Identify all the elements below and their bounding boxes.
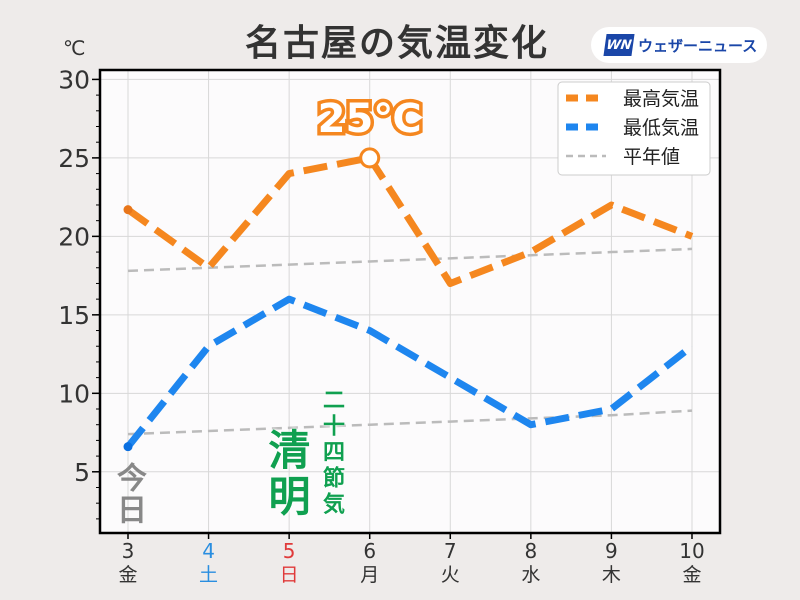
x-tick-label: 6	[363, 539, 376, 563]
sekki-name-label: 清明	[262, 428, 311, 520]
page-title: 名古屋の気温変化	[0, 14, 800, 66]
legend-box	[557, 81, 711, 176]
weekday-label: 月	[360, 564, 379, 586]
legend-max-label: 最高気温	[623, 88, 699, 110]
x-tick-label: 7	[444, 539, 457, 563]
today-point	[123, 205, 133, 215]
normal-temperature-line	[127, 247, 693, 273]
y-axis-unit: ℃	[63, 36, 86, 60]
y-tick-label: 20	[58, 222, 90, 251]
x-tick-label: 10	[679, 539, 704, 563]
weekday-label: 金	[682, 564, 701, 586]
legend-normal-label: 平年値	[623, 146, 680, 168]
x-tick-label: 9	[605, 539, 618, 563]
min-temperature-line	[125, 295, 695, 449]
y-tick-label: 10	[58, 379, 90, 408]
today-label: 今日	[111, 462, 146, 526]
weekday-label: 日	[280, 564, 299, 586]
x-tick-label: 4	[202, 539, 215, 563]
weekday-label: 火	[441, 564, 460, 586]
plot-frame	[98, 68, 722, 535]
today-point	[123, 442, 133, 452]
y-tick-label: 30	[58, 65, 90, 94]
weekday-label: 金	[118, 564, 137, 586]
weekday-label: 水	[521, 564, 540, 586]
normal-temperature-line	[127, 409, 693, 436]
x-tick-label: 8	[524, 539, 537, 563]
max-temperature-line	[125, 154, 694, 287]
y-tick-label: 5	[74, 458, 90, 487]
weekday-label: 木	[602, 564, 621, 586]
sekki-category-label: 二十四節気	[319, 388, 344, 518]
weathernews-logo: WN ウェザーニュース	[591, 27, 767, 63]
legend-min-label: 最低気温	[623, 117, 699, 139]
logo-text: ウェザーニュース	[638, 36, 758, 55]
y-tick-label: 15	[58, 301, 90, 330]
y-tick-label: 25	[58, 144, 90, 173]
peak-marker	[359, 147, 381, 169]
title-text: 名古屋の気温変化	[244, 23, 549, 64]
weekday-label: 土	[199, 564, 218, 586]
x-tick-label: 3	[122, 539, 135, 563]
x-tick-label: 5	[283, 539, 296, 563]
peak-label: 25℃	[318, 96, 422, 142]
